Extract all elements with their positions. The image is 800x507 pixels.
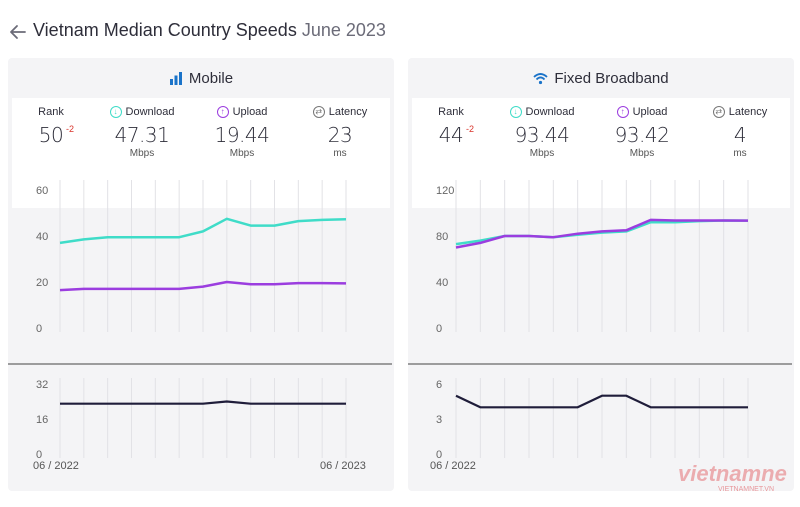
broadband-stats: Rank 44 -2 ↓ Download 93.44 Mbps ↑ Uploa… [412,98,790,208]
back-arrow-icon[interactable] [8,22,28,42]
wifi-icon [533,73,548,85]
rank-change: -2 [466,124,475,134]
latency-stat: ⇄ Latency 23 ms [308,106,372,159]
upload-value: 93.42 [614,123,670,147]
rank-label: Rank [438,106,464,118]
latency-label: Latency [328,106,368,118]
page-header: Vietnam Median Country Speeds June 2023 [0,14,800,50]
download-value: 47.31 [114,123,170,147]
download-head: ↓ Download [504,106,580,118]
upload-stat: ↑ Upload 93.42 Mbps [610,106,674,159]
upload-head: ↑ Upload [210,106,274,118]
rank-change: -2 [66,124,75,134]
upload-label: Upload [232,106,268,118]
upload-arrow-icon: ↑ [216,106,229,118]
page-title: Vietnam Median Country Speeds June 2023 [33,20,386,41]
latency-stat: ⇄ Latency 4 ms [708,106,772,159]
mobile-stats: Rank 50 -2 ↓ Download 47.31 Mbps ↑ Uploa… [12,98,390,208]
download-value: 93.44 [514,123,570,147]
mobile-panel-title: Mobile [8,70,394,87]
download-head: ↓ Download [104,106,180,118]
vietnamnet-logo: vietnamnet VIETNAMNET.VN [678,461,796,493]
mobile-panel: Mobile Rank 50 -2 ↓ Download 47.31 Mbps … [8,58,394,491]
latency-unit: ms [733,148,747,159]
upload-value: 19.44 [214,123,270,147]
rank-label: Rank [38,106,64,118]
signal-bars-icon [169,72,182,85]
rank-value: 44 [438,123,464,147]
download-label: Download [525,106,575,118]
download-stat: ↓ Download 93.44 Mbps [504,106,580,159]
broadband-title-text: Fixed Broadband [554,70,669,87]
vietnamnet-watermark: vietnamnet VIETNAMNET.VN [678,455,796,495]
broadband-panel: Fixed Broadband Rank 44 -2 ↓ Download 93… [408,58,794,491]
download-unit: Mbps [529,148,555,159]
latency-head: ⇄ Latency [308,106,372,118]
broadband-panel-title: Fixed Broadband [408,70,794,87]
download-stat: ↓ Download 47.31 Mbps [104,106,180,159]
latency-label: Latency [728,106,768,118]
latency-unit: ms [333,148,347,159]
upload-head: ↑ Upload [610,106,674,118]
rank-stat: Rank 50 -2 [26,106,76,147]
upload-arrow-icon: ↑ [616,106,629,118]
download-label: Download [125,106,175,118]
latency-value: 23 [327,123,353,147]
latency-icon: ⇄ [712,106,725,118]
upload-unit: Mbps [629,148,655,159]
upload-stat: ↑ Upload 19.44 Mbps [210,106,274,159]
title-main: Vietnam Median Country Speeds [33,20,297,40]
rank-stat: Rank 44 -2 [426,106,476,147]
latency-value: 4 [733,123,747,147]
svg-text:vietnamnet: vietnamnet [678,461,788,486]
latency-icon: ⇄ [312,106,325,118]
latency-head: ⇄ Latency [708,106,772,118]
svg-text:VIETNAMNET.VN: VIETNAMNET.VN [718,486,774,493]
upload-unit: Mbps [229,148,255,159]
title-date: June 2023 [301,20,386,40]
rank-value: 50 [38,123,64,147]
upload-label: Upload [632,106,668,118]
download-unit: Mbps [129,148,155,159]
download-arrow-icon: ↓ [109,106,122,118]
mobile-title-text: Mobile [188,70,234,87]
download-arrow-icon: ↓ [509,106,522,118]
